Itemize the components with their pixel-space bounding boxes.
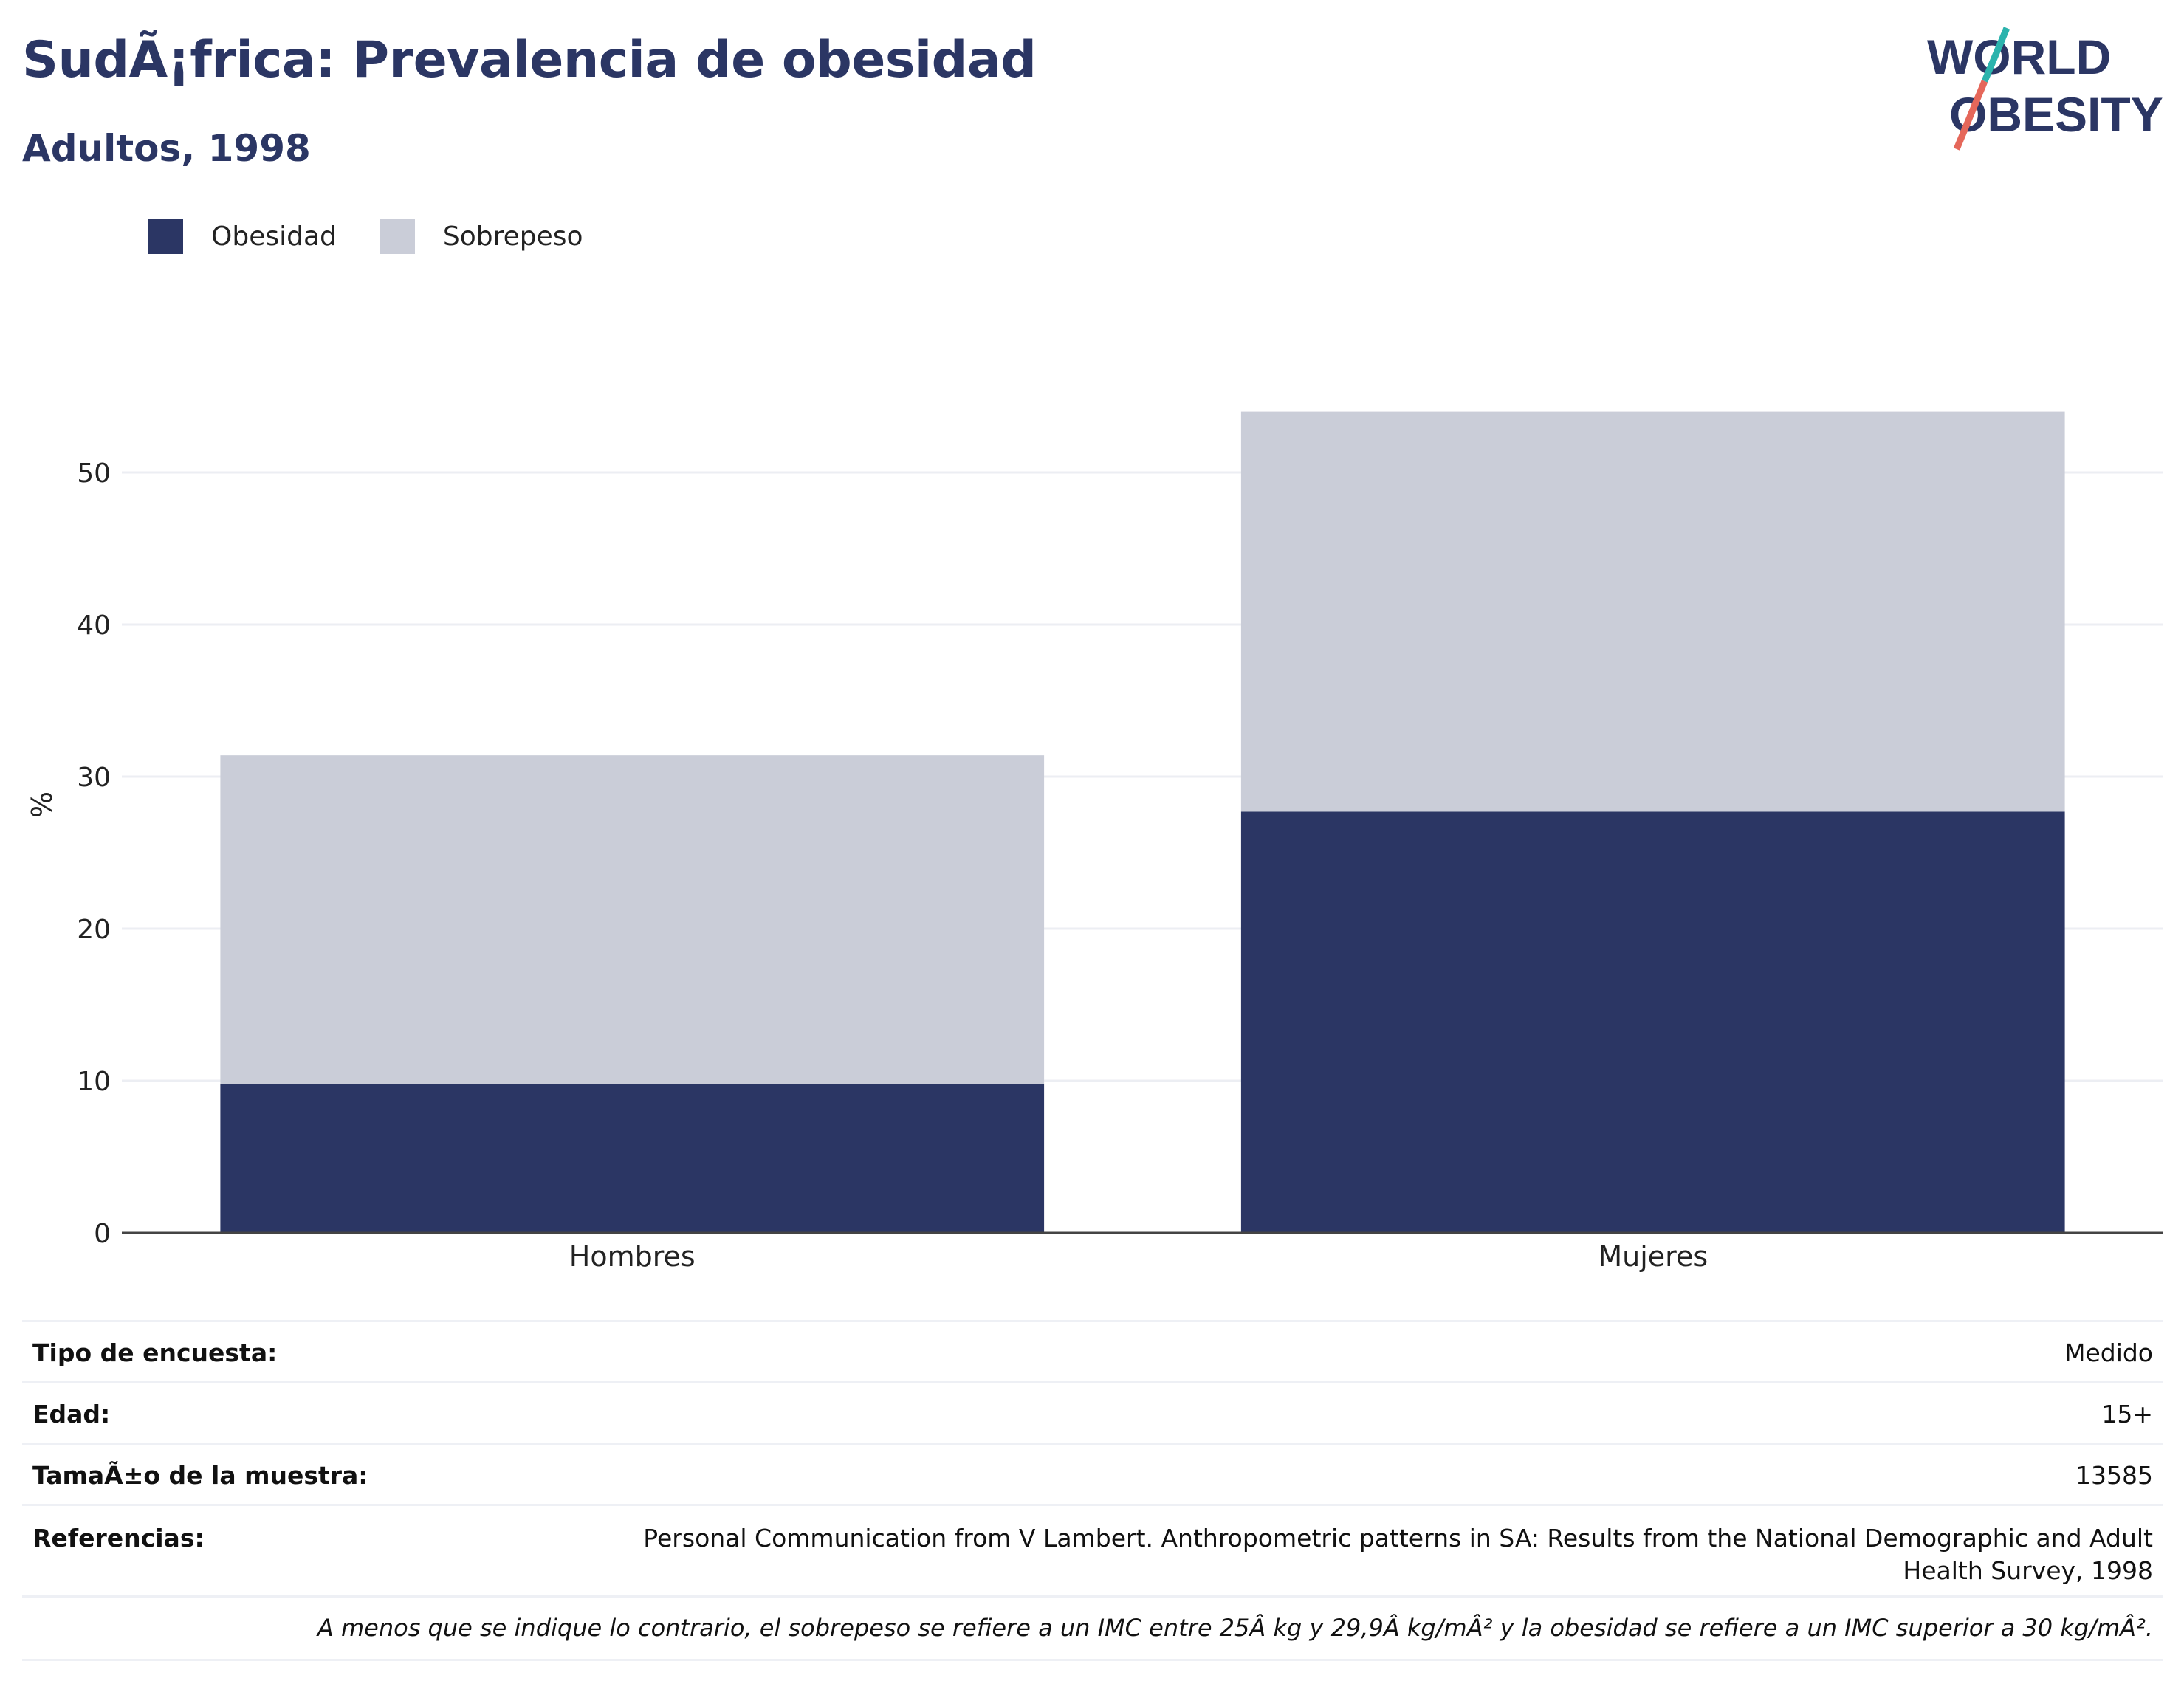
logo-line1: WORLD (1927, 30, 2111, 84)
info-row-age: Edad: 15+ (22, 1381, 2163, 1443)
bar-chart: 0 10 20 30 40 50% Hombres Mujeres (26, 411, 2163, 1273)
legend: Obesidad Sobrepeso (148, 219, 626, 254)
logo-line2: OBESITY (1949, 87, 2163, 142)
y-tick-label: 10 (77, 1067, 111, 1097)
info-label: TamaÃ±o de la muestra: (32, 1461, 368, 1490)
logo-slash-bottom (1953, 80, 1988, 151)
info-label: Tipo de encuesta: (32, 1338, 278, 1367)
info-value: 15+ (2101, 1400, 2153, 1428)
info-value: 13585 (2075, 1461, 2153, 1490)
y-tick-label: 40 (77, 611, 111, 641)
y-tick-label: 20 (77, 915, 111, 945)
chart-title: SudÃ¡frica: Prevalencia de obesidad (22, 31, 1037, 89)
x-tick-label: Mujeres (1598, 1240, 1708, 1273)
x-tick-label: Hombres (569, 1240, 696, 1273)
info-table: Tipo de encuesta: Medido Edad: 15+ TamaÃ… (22, 1320, 2163, 1661)
bar-sobrepeso-hombres (220, 755, 1045, 1084)
legend-item-sobrepeso[interactable]: Sobrepeso (379, 219, 583, 254)
info-label: Referencias: (32, 1524, 205, 1553)
info-label: Edad: (32, 1400, 111, 1428)
info-row-references: Referencias: Personal Communication from… (22, 1504, 2163, 1595)
legend-label-sobrepeso: Sobrepeso (442, 221, 583, 252)
bar-sobrepeso-mujeres (1240, 411, 2065, 812)
world-obesity-logo: WORLD OBESITY (1927, 27, 2163, 151)
info-row-survey-type: Tipo de encuesta: Medido (22, 1320, 2163, 1381)
info-row-sample-size: TamaÃ±o de la muestra: 13585 (22, 1443, 2163, 1504)
logo-slash-top (1981, 27, 2010, 83)
y-tick-label: 0 (94, 1219, 111, 1249)
footnote: A menos que se indique lo contrario, el … (22, 1595, 2163, 1661)
legend-label-obesidad: Obesidad (211, 221, 337, 252)
bar-obesidad-hombres (220, 1084, 1045, 1233)
legend-swatch-sobrepeso (379, 219, 415, 254)
y-tick-label: 30 (77, 763, 111, 793)
chart-subtitle: Adultos, 1998 (22, 127, 311, 170)
legend-item-obesidad[interactable]: Obesidad (148, 219, 337, 254)
info-value: Personal Communication from V Lambert. A… (643, 1524, 2153, 1585)
info-value: Medido (2064, 1338, 2153, 1367)
legend-swatch-obesidad (148, 219, 183, 254)
bar-obesidad-mujeres (1240, 811, 2065, 1233)
y-axis-label: % (26, 791, 58, 818)
y-tick-label: 50 (77, 458, 111, 489)
